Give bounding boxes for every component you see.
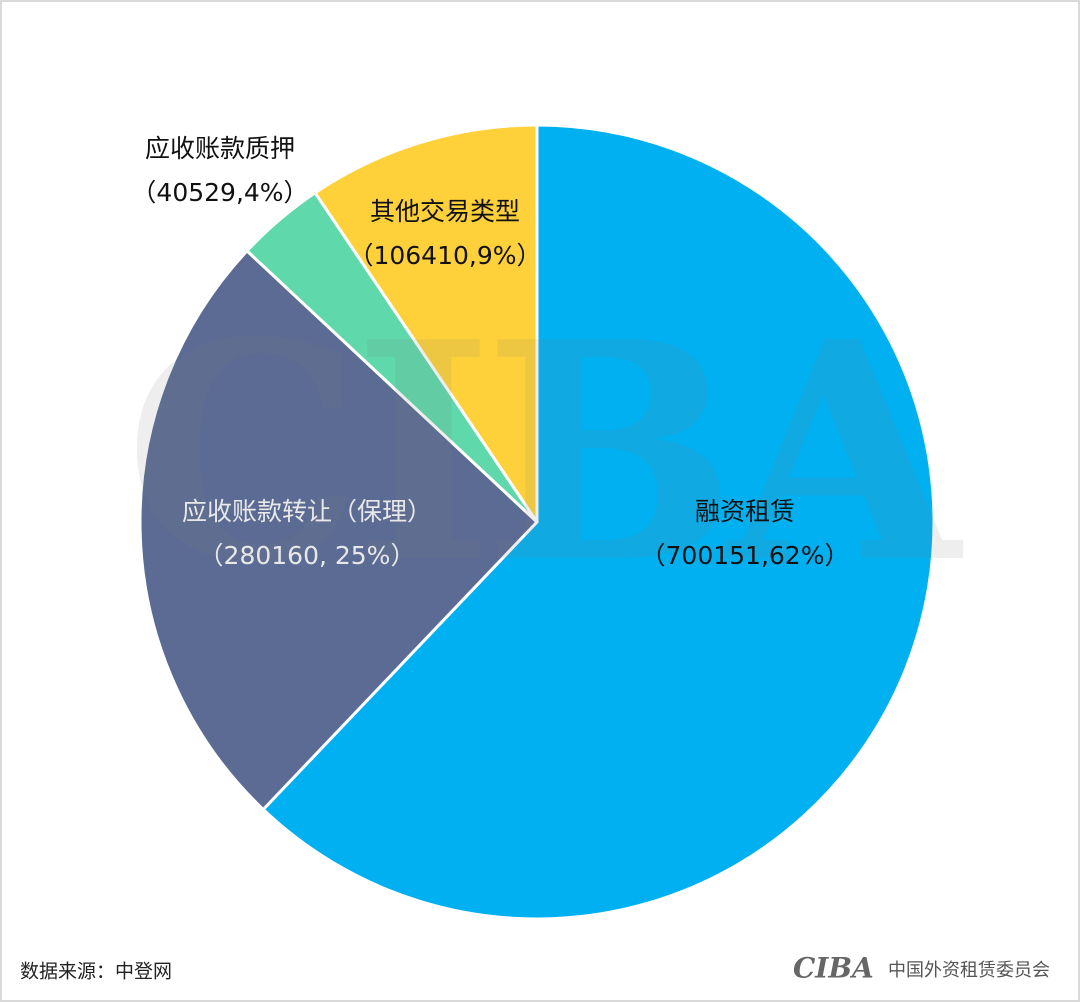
slice-label: 其他交易类型 — [370, 197, 520, 226]
slice-label: 融资租赁 — [695, 497, 795, 526]
value-label: （280160, 25%） — [199, 541, 416, 570]
pie-slice — [313, 123, 539, 524]
value-label: （40529,4%） — [131, 178, 308, 207]
value-label: （106410,9%） — [348, 241, 541, 270]
source-note: 数据来源：中登网 — [20, 961, 172, 983]
labels: 融资租赁 （700151,62%） 应收账款转让（保理） （280160, 25%） 应… — [131, 134, 849, 570]
pie-slice — [138, 249, 539, 811]
value-label: （700151,62%） — [641, 541, 850, 570]
slice-label: 应收账款转让（保理） — [182, 497, 432, 526]
pie — [138, 123, 936, 921]
slice-label: 应收账款质押 — [145, 134, 295, 163]
watermark: CIBA — [124, 276, 966, 629]
footer-logo: CIBA — [793, 952, 874, 985]
footer-org: 中国外资租赁委员会 — [888, 960, 1050, 981]
pie-slice — [261, 123, 936, 921]
